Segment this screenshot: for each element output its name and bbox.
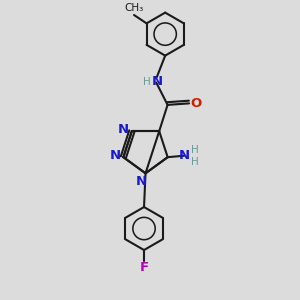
Text: F: F <box>140 261 148 274</box>
Text: N: N <box>136 175 147 188</box>
Text: O: O <box>190 97 201 110</box>
Text: H: H <box>191 157 198 167</box>
Text: N: N <box>151 75 162 88</box>
Text: H: H <box>191 145 198 155</box>
Text: CH₃: CH₃ <box>125 3 144 14</box>
Text: H: H <box>143 77 151 88</box>
Text: N: N <box>179 148 190 162</box>
Text: N: N <box>110 149 121 162</box>
Text: N: N <box>118 123 129 136</box>
